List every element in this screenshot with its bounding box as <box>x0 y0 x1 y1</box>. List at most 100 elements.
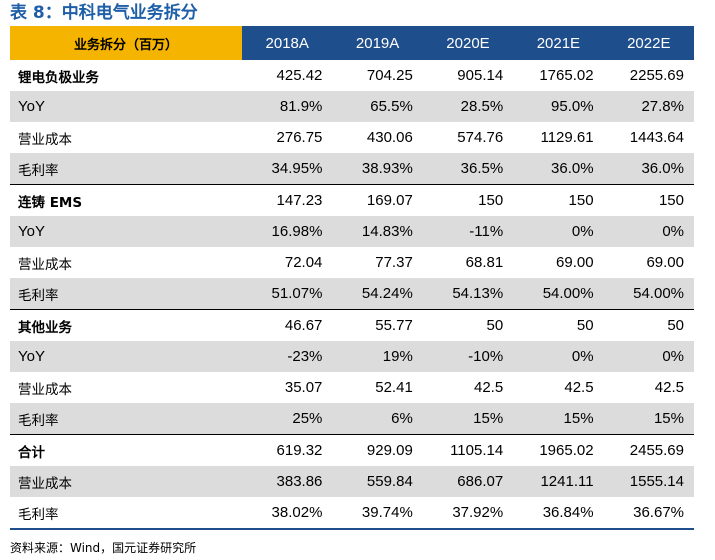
business-split-table-container: 业务拆分（百万） 2018A 2019A 2020E 2021E 2022E 锂… <box>10 26 694 530</box>
value-cell: 54.00% <box>513 278 604 310</box>
value-cell: 50 <box>513 309 604 341</box>
header-year-cell: 2020E <box>422 26 514 60</box>
value-cell: 14.83% <box>332 216 423 247</box>
value-cell: -11% <box>422 216 514 247</box>
value-cell: 50 <box>422 309 514 341</box>
value-cell: 42.5 <box>422 372 514 403</box>
row-label-cell: 毛利率 <box>10 497 243 530</box>
header-year-cell: 2019A <box>332 26 423 60</box>
table-row: 毛利率 25% 6% 15% 15% 15% <box>10 403 694 435</box>
business-split-table: 业务拆分（百万） 2018A 2019A 2020E 2021E 2022E 锂… <box>10 26 694 530</box>
value-cell: 929.09 <box>332 434 423 466</box>
row-label-cell: 营业成本 <box>10 122 243 153</box>
value-cell: 1965.02 <box>513 434 604 466</box>
value-cell: 36.84% <box>513 497 604 530</box>
header-year-cell: 2022E <box>603 26 694 60</box>
value-cell: 15% <box>513 403 604 435</box>
table-row: 其他业务 46.67 55.77 50 50 50 <box>10 309 694 341</box>
value-cell: 559.84 <box>332 466 423 497</box>
value-cell: 16.98% <box>242 216 333 247</box>
value-cell: 1129.61 <box>513 122 604 153</box>
source-note: 资料来源：Wind，国元证券研究所 <box>10 541 197 555</box>
table-body: 锂电负极业务 425.42 704.25 905.14 1765.02 2255.69 Yo… <box>10 60 694 530</box>
value-cell: 1765.02 <box>513 60 604 91</box>
value-cell: 276.75 <box>242 122 333 153</box>
value-cell: 686.07 <box>422 466 514 497</box>
value-cell: 54.13% <box>422 278 514 310</box>
table-row: 锂电负极业务 425.42 704.25 905.14 1765.02 2255.69 <box>10 60 694 91</box>
table-row: 毛利率 38.02% 39.74% 37.92% 36.84% 36.67% <box>10 497 694 530</box>
value-cell: 65.5% <box>332 91 423 122</box>
value-cell: 37.92% <box>422 497 514 530</box>
value-cell: 27.8% <box>603 91 694 122</box>
table-row: 毛利率 34.95% 38.93% 36.5% 36.0% 36.0% <box>10 153 694 185</box>
value-cell: 0% <box>513 216 604 247</box>
row-label-cell: 毛利率 <box>10 403 243 435</box>
value-cell: 38.02% <box>242 497 333 530</box>
value-cell: 50 <box>603 309 694 341</box>
value-cell: 35.07 <box>242 372 333 403</box>
table-row: YoY 16.98% 14.83% -11% 0% 0% <box>10 216 694 247</box>
table-row: 营业成本 383.86 559.84 686.07 1241.11 1555.14 <box>10 466 694 497</box>
value-cell: 81.9% <box>242 91 333 122</box>
value-cell: 38.93% <box>332 153 423 185</box>
value-cell: 42.5 <box>513 372 604 403</box>
row-label-cell: 毛利率 <box>10 153 243 185</box>
table-header-row: 业务拆分（百万） 2018A 2019A 2020E 2021E 2022E <box>10 26 694 60</box>
value-cell: 150 <box>422 184 514 216</box>
header-year-cell: 2018A <box>242 26 333 60</box>
value-cell: 2255.69 <box>603 60 694 91</box>
row-label-cell: 营业成本 <box>10 247 243 278</box>
value-cell: 51.07% <box>242 278 333 310</box>
value-cell: 905.14 <box>422 60 514 91</box>
value-cell: 1443.64 <box>603 122 694 153</box>
value-cell: 425.42 <box>242 60 333 91</box>
value-cell: 1105.14 <box>422 434 514 466</box>
table-row: 连铸 EMS 147.23 169.07 150 150 150 <box>10 184 694 216</box>
row-label-cell: 毛利率 <box>10 278 243 310</box>
value-cell: 383.86 <box>242 466 333 497</box>
value-cell: 69.00 <box>513 247 604 278</box>
value-cell: 54.24% <box>332 278 423 310</box>
row-label-cell: 其他业务 <box>10 309 243 341</box>
value-cell: 28.5% <box>422 91 514 122</box>
value-cell: 36.67% <box>603 497 694 530</box>
value-cell: 39.74% <box>332 497 423 530</box>
table-row: YoY -23% 19% -10% 0% 0% <box>10 341 694 372</box>
value-cell: 36.5% <box>422 153 514 185</box>
value-cell: 0% <box>513 341 604 372</box>
value-cell: 430.06 <box>332 122 423 153</box>
table-row: 合计 619.32 929.09 1105.14 1965.02 2455.69 <box>10 434 694 466</box>
row-label-cell: 营业成本 <box>10 466 243 497</box>
table-row: 营业成本 72.04 77.37 68.81 69.00 69.00 <box>10 247 694 278</box>
row-label-cell: 营业成本 <box>10 372 243 403</box>
value-cell: 150 <box>513 184 604 216</box>
table-row: 营业成本 276.75 430.06 574.76 1129.61 1443.64 <box>10 122 694 153</box>
value-cell: 36.0% <box>513 153 604 185</box>
value-cell: 0% <box>603 341 694 372</box>
row-label-cell: 连铸 EMS <box>10 184 243 216</box>
value-cell: 619.32 <box>242 434 333 466</box>
value-cell: 704.25 <box>332 60 423 91</box>
value-cell: -10% <box>422 341 514 372</box>
value-cell: 77.37 <box>332 247 423 278</box>
header-year-cell: 2021E <box>513 26 604 60</box>
value-cell: 169.07 <box>332 184 423 216</box>
value-cell: 150 <box>603 184 694 216</box>
value-cell: 1555.14 <box>603 466 694 497</box>
value-cell: 34.95% <box>242 153 333 185</box>
table-row: 毛利率 51.07% 54.24% 54.13% 54.00% 54.00% <box>10 278 694 310</box>
value-cell: -23% <box>242 341 333 372</box>
row-label-cell: 合计 <box>10 434 243 466</box>
value-cell: 55.77 <box>332 309 423 341</box>
value-cell: 574.76 <box>422 122 514 153</box>
value-cell: 68.81 <box>422 247 514 278</box>
row-label-cell: YoY <box>10 341 243 372</box>
value-cell: 147.23 <box>242 184 333 216</box>
row-label-cell: YoY <box>10 216 243 247</box>
table-title: 表 8：中科电气业务拆分 <box>10 3 198 23</box>
value-cell: 6% <box>332 403 423 435</box>
header-label-cell: 业务拆分（百万） <box>10 26 243 60</box>
row-label-cell: 锂电负极业务 <box>10 60 243 91</box>
value-cell: 54.00% <box>603 278 694 310</box>
